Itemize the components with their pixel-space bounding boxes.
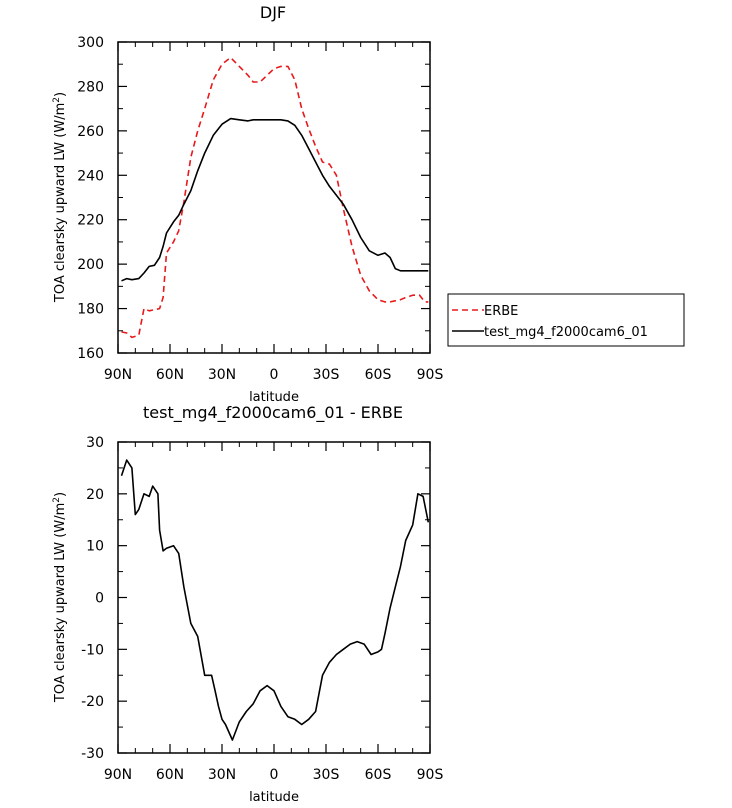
- bottom-x-tick-label: 90S: [417, 767, 444, 783]
- top-x-tick-label: 30N: [208, 367, 236, 383]
- top-y-tick-label: 180: [77, 302, 104, 318]
- top-series-group: [121, 56, 429, 339]
- top-y-axis-label-main: TOA clearsky upward LW (W/m: [53, 103, 68, 303]
- bottom-plot-frame: [117, 441, 431, 754]
- legend-label-erbe: ERBE: [484, 304, 518, 319]
- top-y-tick-label: 160: [77, 346, 104, 362]
- legend-box: [447, 293, 685, 347]
- bottom-y-tick-label: -10: [81, 642, 104, 658]
- bottom-y-axis-label: TOA clearsky upward LW (W/m2): [52, 492, 68, 703]
- bottom-y-tick-label: -30: [81, 746, 104, 762]
- top-y-tick-label: 220: [77, 213, 104, 229]
- bottom-panel: test_mg4_f2000cam6_01 - ERBE 90N 60N 30N 0 3…: [52, 403, 443, 805]
- bottom-x-tick-label: 60N: [156, 767, 184, 783]
- bottom-y-tick-label: 0: [95, 591, 104, 607]
- bottom-y-tick-label: 20: [86, 487, 104, 503]
- bottom-y-tick-label: 10: [86, 539, 104, 555]
- top-y-axis-label-superscript: 2: [52, 97, 62, 103]
- top-x-tick-label: 30S: [313, 367, 340, 383]
- bottom-y-tick-label: -20: [81, 694, 104, 710]
- top-x-tick-label: 60S: [365, 367, 392, 383]
- legend: ERBE test_mg4_f2000cam6_01: [447, 293, 685, 347]
- top-y-tick-label: 260: [77, 124, 104, 140]
- legend-label-model: test_mg4_f2000cam6_01: [484, 325, 648, 340]
- top-x-tick-label: 60N: [156, 367, 184, 383]
- top-x-tick-label: 90N: [104, 367, 132, 383]
- top-x-tick-label: 0: [270, 367, 279, 383]
- bottom-x-tick-label: 0: [270, 767, 279, 783]
- bottom-series-group: [120, 459, 430, 741]
- top-y-tick-label: 240: [77, 168, 104, 184]
- bottom-x-tick-label: 30S: [313, 767, 340, 783]
- top-chart-title: DJF: [260, 3, 286, 22]
- top-series-line-model: [121, 117, 429, 282]
- top-y-axis-label-suffix: ): [53, 92, 68, 97]
- top-y-tick-label: 200: [77, 257, 104, 273]
- bottom-y-tick-label: 30: [86, 435, 104, 451]
- bottom-x-tick-label: 30N: [208, 767, 236, 783]
- bottom-x-axis-label: latitude: [249, 790, 299, 805]
- bottom-series-line-difference: [120, 459, 430, 741]
- bottom-x-tick-label: 90N: [104, 767, 132, 783]
- top-panel: DJF 90N 60N 30N 0 30S 60S 90S 160 180 200 220 240 26…: [52, 3, 685, 405]
- bottom-y-axis-label-main: TOA clearsky upward LW (W/m: [53, 503, 68, 703]
- top-x-axis-label: latitude: [249, 390, 299, 405]
- top-y-axis-label: TOA clearsky upward LW (W/m2): [52, 92, 68, 303]
- top-ticks-group: 90N 60N 30N 0 30S 60S 90S 160 180 200 220 240 260 280…: [77, 35, 443, 383]
- bottom-y-axis-label-suffix: ): [53, 492, 68, 497]
- bottom-chart-title: test_mg4_f2000cam6_01 - ERBE: [143, 403, 403, 423]
- top-series-line-erbe: [121, 56, 429, 339]
- top-y-tick-label: 280: [77, 79, 104, 95]
- top-plot-frame: [117, 41, 431, 354]
- top-x-tick-label: 90S: [417, 367, 444, 383]
- bottom-x-tick-label: 60S: [365, 767, 392, 783]
- top-y-tick-label: 300: [77, 35, 104, 51]
- bottom-ticks-group: 90N 60N 30N 0 30S 60S 90S -30 -20 -10 0 10 20 30: [81, 435, 443, 783]
- bottom-y-axis-label-superscript: 2: [52, 497, 62, 503]
